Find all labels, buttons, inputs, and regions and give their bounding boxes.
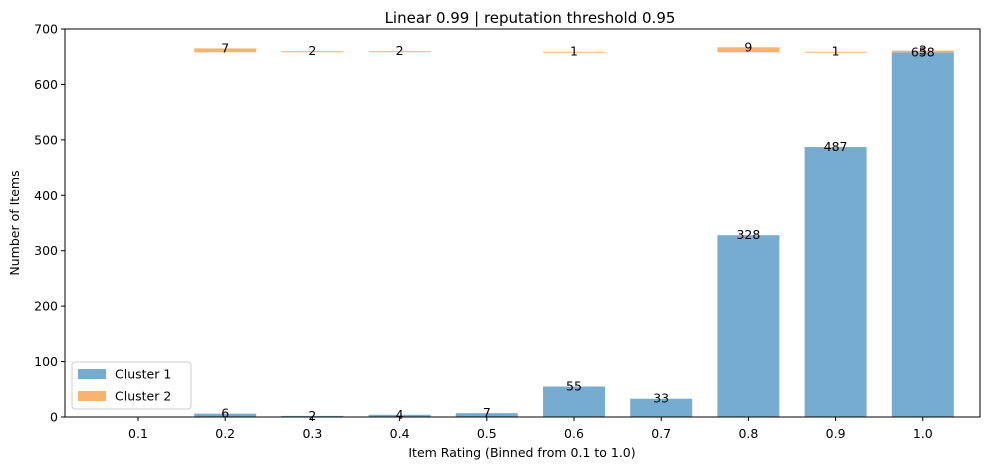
y-axis: 0 100 200 300 400 500 600 700 [34, 22, 65, 425]
legend: Cluster 1 Cluster 2 [71, 361, 192, 410]
data-label-cluster-2-0.9: 1 [832, 44, 840, 59]
data-label-cluster-1-0.4: 4 [396, 407, 404, 422]
legend-swatch-cluster-2 [78, 391, 106, 401]
data-label-cluster-1-0.7: 33 [653, 391, 669, 406]
y-tick-label: 100 [34, 354, 58, 369]
y-tick-label: 200 [34, 299, 58, 314]
y-tick-label: 300 [34, 243, 58, 258]
legend-swatch-cluster-1 [78, 369, 106, 379]
cluster-2-bars [194, 47, 954, 53]
cluster-1-bars [194, 52, 954, 417]
bar-cluster-2-0.4 [368, 51, 431, 53]
x-axis: 0.1 0.2 0.3 0.4 0.5 0.6 0.7 0.8 0.9 1.0 [128, 417, 933, 441]
x-tick-label: 0.5 [477, 426, 497, 441]
bar-cluster-1-0.9 [804, 147, 867, 417]
data-label-cluster-2-1.0: 3 [919, 43, 927, 58]
plot-frame [64, 28, 981, 418]
y-tick-label: 700 [34, 22, 58, 37]
bar-cluster-1-1.0 [891, 52, 954, 417]
data-label-cluster-2-0.2: 7 [221, 40, 229, 55]
legend-label-cluster-2: Cluster 2 [115, 389, 171, 404]
x-tick-label: 0.3 [302, 426, 322, 441]
bar-cluster-1-0.8 [717, 235, 780, 417]
bar-cluster-1-0.5 [455, 413, 518, 417]
bar-cluster-1-0.3 [281, 415, 344, 417]
x-tick-label: 0.9 [826, 426, 846, 441]
data-label-cluster-1-0.8: 328 [736, 227, 760, 242]
x-tick-label: 0.1 [128, 426, 148, 441]
x-tick-label: 0.4 [390, 426, 410, 441]
data-label-cluster-2-0.4: 2 [396, 43, 404, 58]
data-label-cluster-2-0.3: 2 [308, 43, 316, 58]
data-label-cluster-1-1.0: 658 [911, 44, 935, 59]
bar-cluster-1-0.2 [194, 413, 257, 417]
y-tick-label: 400 [34, 188, 58, 203]
bar-cluster-2-0.6 [543, 51, 605, 53]
data-label-cluster-1-0.3: 2 [308, 408, 316, 423]
data-label-cluster-1-0.2: 6 [221, 406, 229, 421]
data-label-cluster-1-0.5: 7 [483, 405, 491, 420]
x-tick-label: 1.0 [913, 426, 933, 441]
bar-cluster-2-0.9 [804, 51, 867, 53]
x-tick-label: 0.2 [215, 426, 235, 441]
bar-cluster-1-0.6 [543, 386, 605, 417]
data-label-cluster-1-0.6: 55 [566, 379, 582, 394]
data-label-cluster-2-0.6: 1 [570, 44, 578, 59]
y-axis-label: Number of Items [7, 170, 22, 275]
x-tick-label: 0.7 [651, 426, 671, 441]
bar-cluster-1-0.7 [630, 398, 693, 417]
y-tick-label: 500 [34, 132, 58, 147]
bar-cluster-2-1.0 [891, 50, 954, 53]
data-label-cluster-2-0.8: 9 [744, 39, 752, 54]
bar-cluster-2-0.8 [717, 47, 780, 53]
x-tick-label: 0.6 [564, 426, 584, 441]
data-label-cluster-1-0.9: 487 [824, 139, 848, 154]
bar-cluster-2-0.2 [194, 48, 257, 53]
y-tick-label: 0 [50, 410, 58, 425]
chart-title: Linear 0.99 | reputation threshold 0.95 [385, 9, 676, 27]
x-tick-label: 0.8 [738, 426, 758, 441]
x-axis-label: Item Rating (Binned from 0.1 to 1.0) [408, 445, 635, 460]
y-tick-label: 600 [34, 77, 58, 92]
bar-cluster-1-0.4 [368, 414, 431, 417]
legend-label-cluster-1: Cluster 1 [115, 367, 171, 382]
bar-cluster-2-0.3 [281, 51, 344, 53]
